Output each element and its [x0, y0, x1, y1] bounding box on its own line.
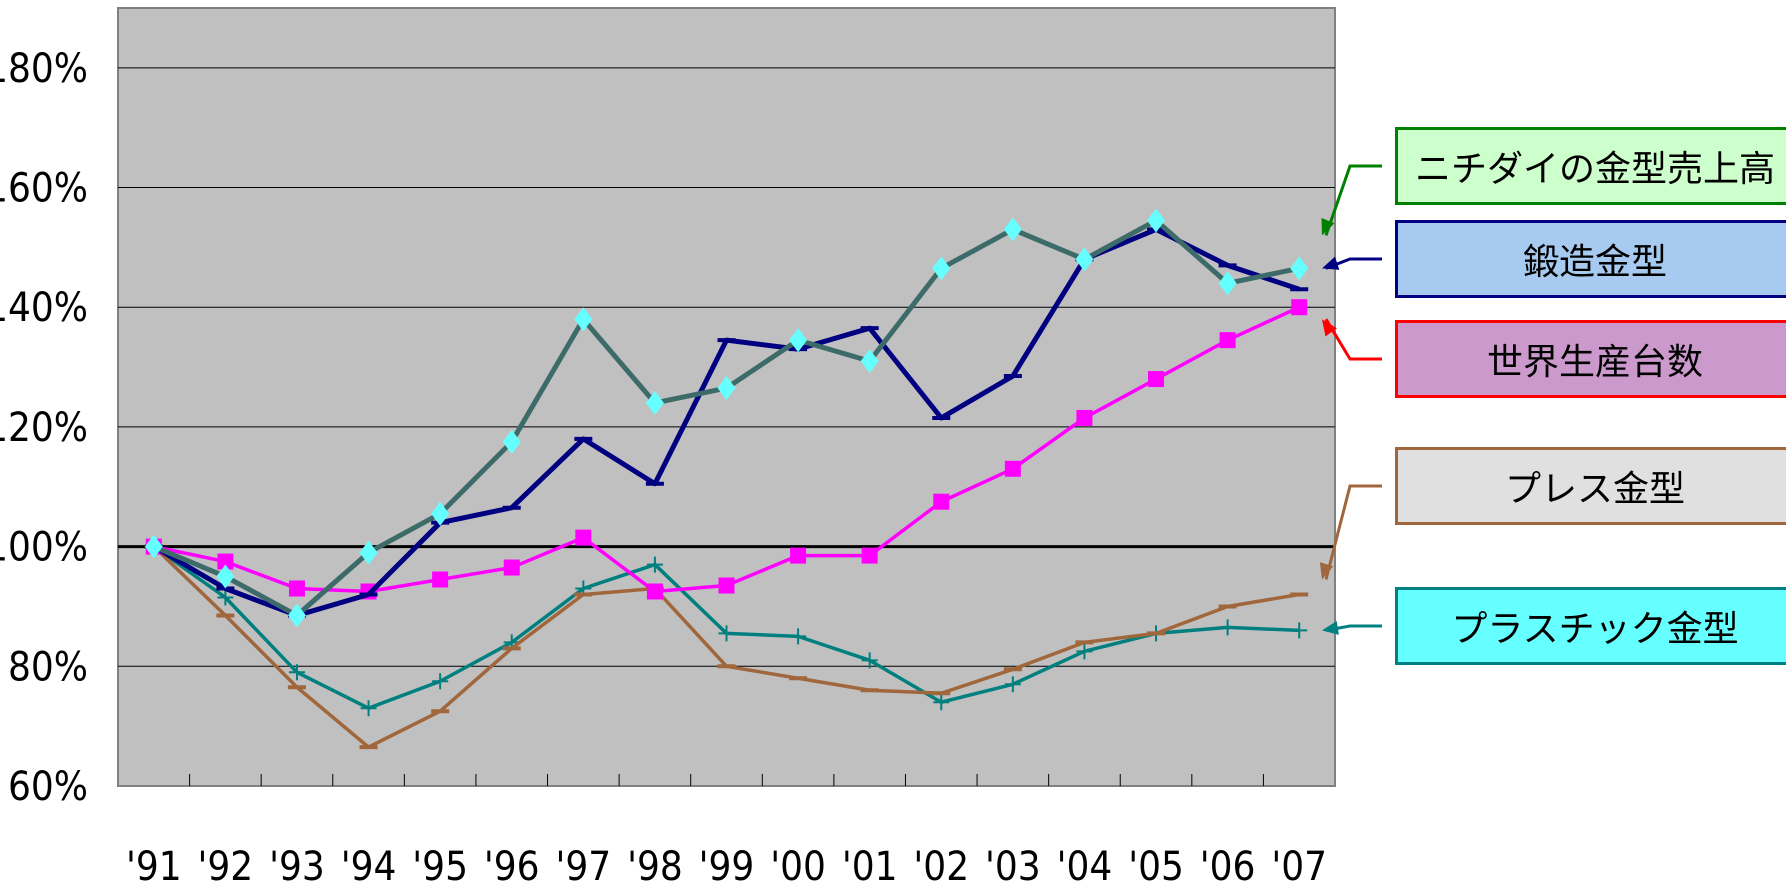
data-point-plus: [1219, 619, 1236, 636]
x-tick-label: '94: [341, 844, 397, 886]
data-point-plus: [718, 625, 735, 642]
data-point-diamond: [717, 376, 736, 401]
legend-label: 世界生産台数: [1486, 342, 1703, 383]
legend-arrow: [1322, 318, 1382, 361]
data-point-diamond: [1290, 256, 1309, 281]
x-tick-label: '03: [985, 844, 1041, 886]
data-point-plus: [861, 652, 878, 669]
data-point-square: [861, 547, 878, 564]
data-point-square: [288, 580, 305, 597]
data-point-diamond: [144, 534, 163, 559]
y-tick-label: 160%: [0, 166, 88, 212]
x-tick-label: '91: [126, 844, 182, 886]
data-point-diamond: [574, 307, 593, 332]
y-tick-label: 180%: [0, 46, 88, 92]
data-point-diamond: [1218, 271, 1237, 296]
data-point-square: [217, 553, 234, 570]
legend-item-press-die: プレス金型: [1395, 447, 1786, 525]
legend-label: プラスチック金型: [1451, 609, 1739, 650]
x-tick-label: '93: [269, 844, 325, 886]
data-point-square: [503, 559, 520, 576]
data-point-square: [1219, 332, 1236, 349]
x-tick-label: '96: [484, 844, 540, 886]
legend-arrow: [1322, 621, 1382, 635]
x-tick-label: '06: [1200, 844, 1256, 886]
data-point-diamond: [860, 349, 879, 374]
series-2: [145, 299, 1308, 600]
y-tick-label: 60%: [8, 764, 88, 810]
data-point-diamond: [789, 328, 808, 353]
arrow-head: [1321, 217, 1335, 236]
series-4: [145, 538, 1308, 717]
arrow-line: [1324, 318, 1382, 361]
data-point-square: [790, 547, 807, 564]
data-point-plus: [933, 694, 950, 711]
x-tick-label: '92: [198, 844, 254, 886]
data-point-plus: [432, 673, 449, 690]
data-point-diamond: [932, 256, 951, 281]
legend-item-forging-die: 鍛造金型: [1395, 220, 1786, 298]
data-point-plus: [1004, 676, 1021, 693]
data-point-square: [432, 571, 449, 588]
x-tick-label: '99: [699, 844, 755, 886]
data-point-square: [1076, 409, 1093, 426]
data-point-square: [1004, 460, 1021, 477]
data-point-plus: [1291, 622, 1308, 639]
data-point-diamond: [431, 501, 450, 526]
arrow-head: [1322, 319, 1337, 337]
arrow-head: [1319, 562, 1334, 580]
arrow-line: [1324, 484, 1382, 580]
y-tick-label: 140%: [0, 285, 88, 331]
legend-item-nichidai-sales: ニチダイの金型売上高: [1395, 127, 1786, 205]
data-point-square: [933, 493, 950, 510]
data-point-plus: [1076, 643, 1093, 660]
data-point-square: [1291, 299, 1308, 316]
legend-label: ニチダイの金型売上高: [1414, 149, 1775, 190]
data-point-plus: [646, 556, 663, 573]
legend-label: プレス金型: [1504, 469, 1685, 510]
arrow-head: [1322, 621, 1339, 635]
legend-label: 鍛造金型: [1522, 242, 1667, 283]
data-point-plus: [217, 589, 234, 606]
data-point-square: [575, 529, 592, 546]
data-point-plus: [360, 700, 377, 717]
legend-arrow: [1321, 164, 1382, 236]
legend-item-plastic-mold: プラスチック金型: [1395, 587, 1786, 665]
data-point-diamond: [1075, 247, 1094, 272]
x-tick-label: '98: [627, 844, 683, 886]
arrow-line: [1324, 164, 1382, 236]
data-point-square: [1148, 371, 1165, 388]
x-tick-label: '95: [412, 844, 468, 886]
x-tick-label: '01: [842, 844, 898, 886]
x-tick-label: '02: [913, 844, 969, 886]
data-point-diamond: [1003, 217, 1022, 242]
x-tick-label: '07: [1271, 844, 1327, 886]
data-point-square: [718, 577, 735, 594]
data-point-plus: [288, 664, 305, 681]
data-point-diamond: [645, 390, 664, 415]
data-point-diamond: [359, 540, 378, 565]
y-tick-label: 120%: [0, 405, 88, 451]
series-0: [144, 208, 1309, 628]
x-tick-label: '04: [1057, 844, 1113, 886]
data-point-diamond: [216, 564, 235, 589]
legend-arrow: [1322, 256, 1382, 270]
arrow-head: [1322, 256, 1340, 270]
data-point-plus: [790, 628, 807, 645]
y-tick-label: 100%: [0, 525, 88, 571]
legend-arrow: [1319, 484, 1382, 580]
x-tick-label: '05: [1128, 844, 1184, 886]
legend-item-world-production: 世界生産台数: [1395, 320, 1786, 398]
y-tick-label: 80%: [8, 644, 88, 690]
data-point-diamond: [287, 603, 306, 628]
x-tick-label: '97: [555, 844, 611, 886]
data-point-square: [646, 583, 663, 600]
data-point-diamond: [1147, 208, 1166, 233]
data-point-diamond: [502, 429, 521, 454]
x-tick-label: '00: [770, 844, 826, 886]
